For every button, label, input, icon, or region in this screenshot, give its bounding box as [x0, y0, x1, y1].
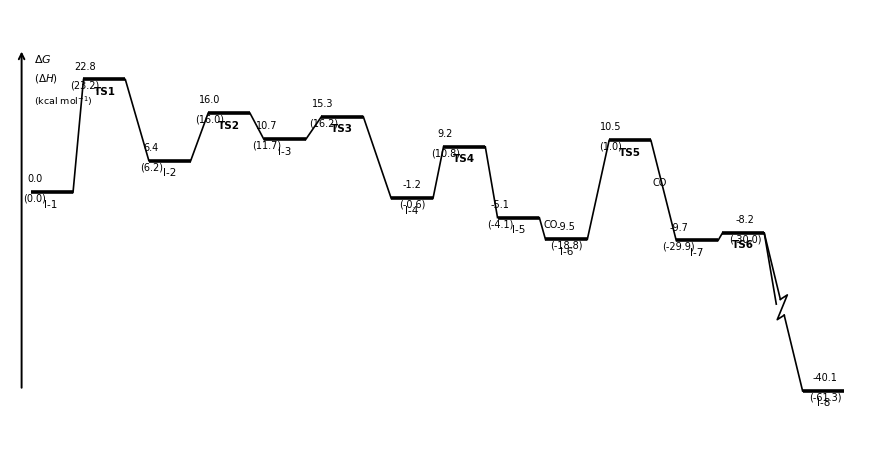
- Text: -9.7: -9.7: [670, 222, 688, 233]
- Text: (1.0): (1.0): [599, 142, 622, 152]
- Text: $\Delta G$: $\Delta G$: [33, 53, 51, 65]
- Text: -9.5: -9.5: [557, 221, 576, 232]
- Text: I-6: I-6: [560, 247, 573, 257]
- Text: (16.0): (16.0): [195, 114, 224, 125]
- Text: I-2: I-2: [163, 168, 177, 178]
- Text: TS3: TS3: [332, 124, 354, 134]
- Text: I-8: I-8: [817, 399, 830, 408]
- Text: CO: CO: [652, 179, 667, 189]
- Text: -5.1: -5.1: [491, 200, 510, 210]
- Text: (0.0): (0.0): [23, 194, 46, 204]
- Text: I-4: I-4: [406, 206, 419, 216]
- Text: TS2: TS2: [218, 121, 240, 130]
- Text: ($\Delta H$): ($\Delta H$): [33, 72, 58, 85]
- Text: TS4: TS4: [453, 154, 475, 164]
- Text: TS5: TS5: [619, 148, 641, 158]
- Text: -8.2: -8.2: [736, 215, 754, 225]
- Text: 10.5: 10.5: [600, 122, 621, 132]
- Text: (-4.1): (-4.1): [487, 219, 513, 229]
- Text: (-18.8): (-18.8): [550, 241, 583, 251]
- Text: TS6: TS6: [732, 241, 754, 250]
- Text: 16.0: 16.0: [199, 95, 221, 105]
- Text: 22.8: 22.8: [75, 61, 96, 72]
- Text: I-5: I-5: [512, 225, 525, 235]
- Text: (16.2): (16.2): [309, 118, 338, 128]
- Text: -40.1: -40.1: [813, 373, 838, 383]
- Text: I-1: I-1: [44, 200, 57, 210]
- Text: I-7: I-7: [691, 248, 704, 258]
- Text: (6.2): (6.2): [140, 162, 163, 172]
- Text: TS1: TS1: [93, 87, 115, 97]
- Text: I-3: I-3: [278, 147, 291, 157]
- Text: 10.7: 10.7: [256, 121, 277, 131]
- Text: (11.7): (11.7): [252, 141, 281, 151]
- Text: (10.8): (10.8): [430, 148, 459, 159]
- Text: (23.2): (23.2): [70, 81, 99, 91]
- Text: (-61.3): (-61.3): [809, 393, 841, 402]
- Text: 15.3: 15.3: [312, 98, 334, 109]
- Text: 0.0: 0.0: [27, 174, 42, 184]
- Text: CO: CO: [544, 220, 558, 230]
- Text: 9.2: 9.2: [437, 129, 453, 139]
- Text: 6.4: 6.4: [143, 143, 159, 153]
- Text: (-29.9): (-29.9): [663, 242, 695, 252]
- Text: (kcal mol$^{-1}$): (kcal mol$^{-1}$): [33, 94, 92, 107]
- Text: -1.2: -1.2: [403, 181, 422, 190]
- Text: (-30.0): (-30.0): [729, 234, 761, 244]
- Text: (-0.6): (-0.6): [399, 200, 425, 210]
